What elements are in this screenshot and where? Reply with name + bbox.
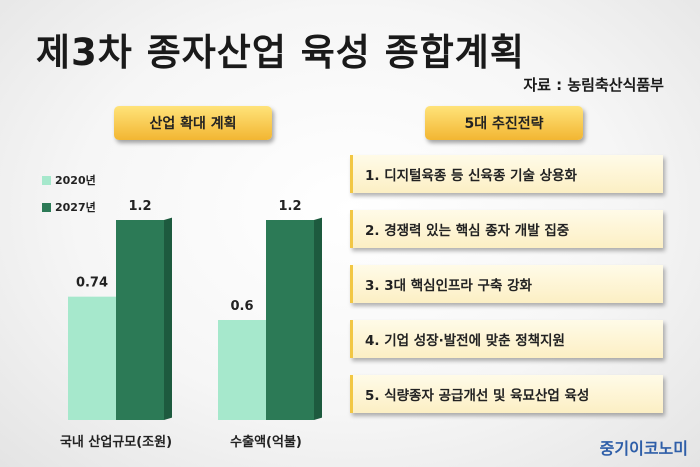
bar-2027년-0 <box>116 220 164 420</box>
data-label-1-0: 1.2 <box>128 199 151 214</box>
bar-2020년-1 <box>218 320 266 420</box>
bar-2020년-0 <box>68 296 116 420</box>
legend-item-2027: 2027년 <box>42 199 96 215</box>
data-label-0-1: 0.6 <box>230 299 253 314</box>
section-header-expansion-plan: 산업 확대 계획 <box>114 106 272 140</box>
category-label-0: 국내 산업규모(조원) <box>60 434 172 450</box>
brand-logo: 중기이코노미 <box>599 439 688 458</box>
legend-label-2020: 2020년 <box>55 174 96 187</box>
strategy-item-2: 2. 경쟁력 있는 핵심 종자 개발 집중 <box>350 210 663 248</box>
page-title: 제3차 종자산업 육성 종합계획 <box>36 31 525 74</box>
strategy-item-4: 4. 기업 성장·발전에 맞춘 정책지원 <box>350 320 663 358</box>
section-header-strategies: 5대 추진전략 <box>425 106 583 140</box>
strategy-item-5: 5. 식량종자 공급개선 및 육묘산업 육성 <box>350 375 663 413</box>
bar-side-1-0 <box>164 217 172 420</box>
bar-2027년-1 <box>266 220 314 420</box>
strategy-item-1: 1. 디지털육종 등 신육종 기술 상용화 <box>350 155 663 193</box>
legend-swatch-2020 <box>42 175 51 185</box>
legend-swatch-2027 <box>42 202 51 212</box>
bar-side-1-1 <box>314 217 322 420</box>
source-note: 자료 : 농림축산식품부 <box>523 76 664 94</box>
strategy-item-3: 3. 3대 핵심인프라 구축 강화 <box>350 265 663 303</box>
legend-item-2020: 2020년 <box>42 172 96 188</box>
data-label-0-0: 0.74 <box>76 276 108 291</box>
category-label-1: 수출액(억불) <box>230 434 302 450</box>
bar-chart: 0.74 1.2 국내 산업규모(조원) 0.6 1.2 수출액(억불) <box>60 199 322 450</box>
legend-label-2027: 2027년 <box>55 201 96 214</box>
data-label-1-1: 1.2 <box>278 199 301 214</box>
